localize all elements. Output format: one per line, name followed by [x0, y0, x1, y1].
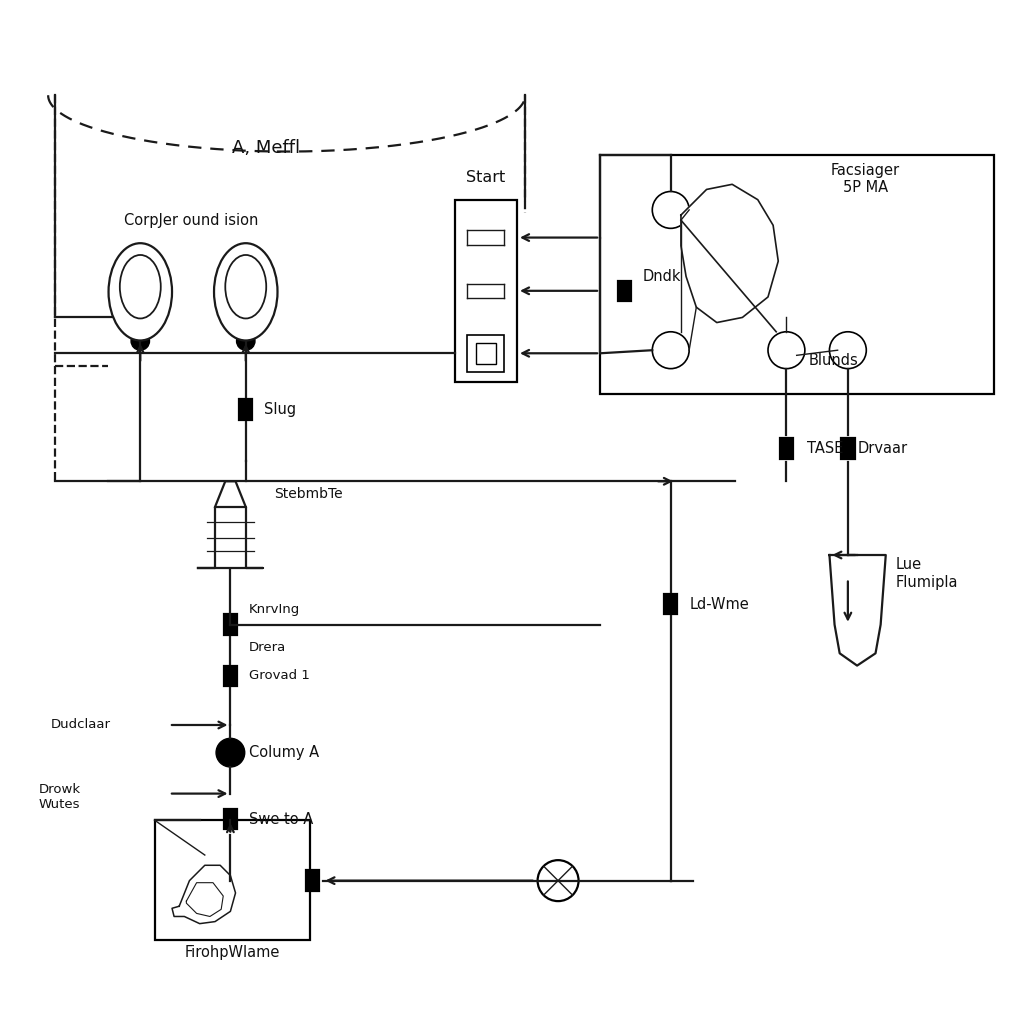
Bar: [842, 438, 855, 459]
Polygon shape: [215, 481, 246, 507]
Polygon shape: [681, 184, 778, 323]
Text: A, Meffl: A, Meffl: [232, 139, 300, 158]
Text: Swe to A: Swe to A: [249, 812, 313, 826]
Circle shape: [652, 191, 689, 228]
Bar: [476, 343, 497, 364]
Text: Blunds: Blunds: [809, 353, 859, 368]
Polygon shape: [198, 507, 263, 568]
Text: StebmbTe: StebmbTe: [274, 486, 343, 501]
Circle shape: [768, 332, 805, 369]
Text: Slug: Slug: [264, 402, 296, 417]
Circle shape: [237, 332, 255, 350]
Bar: [240, 399, 252, 420]
Bar: [224, 809, 238, 829]
Ellipse shape: [225, 255, 266, 318]
Circle shape: [652, 332, 689, 369]
Text: Grovad 1: Grovad 1: [249, 670, 309, 682]
Circle shape: [829, 332, 866, 369]
Circle shape: [131, 332, 150, 350]
Text: Facsiager
5P MA: Facsiager 5P MA: [830, 163, 900, 196]
Polygon shape: [829, 555, 886, 666]
Bar: [224, 614, 238, 635]
Circle shape: [849, 596, 865, 612]
Text: Start: Start: [466, 170, 506, 184]
Ellipse shape: [120, 255, 161, 318]
Ellipse shape: [214, 244, 278, 340]
Text: Drvaar: Drvaar: [858, 441, 908, 456]
Bar: [617, 281, 631, 301]
Text: Ld-Wme: Ld-Wme: [689, 597, 749, 611]
Bar: [455, 200, 517, 382]
Bar: [305, 870, 319, 891]
Bar: [664, 594, 678, 614]
Text: KnrvIng: KnrvIng: [249, 603, 300, 615]
Text: CorpJer ound ision: CorpJer ound ision: [124, 213, 259, 227]
Text: Drera: Drera: [249, 641, 286, 653]
Text: Dndk: Dndk: [643, 269, 682, 284]
Circle shape: [538, 860, 579, 901]
Bar: [600, 155, 994, 394]
Polygon shape: [172, 865, 236, 924]
Bar: [224, 666, 238, 686]
Text: TASE: TASE: [807, 441, 844, 456]
Circle shape: [216, 738, 245, 767]
Text: Drowk
Wutes: Drowk Wutes: [39, 782, 81, 811]
Text: FirohpWlame: FirohpWlame: [184, 945, 281, 959]
Bar: [155, 820, 310, 940]
Bar: [468, 335, 505, 372]
Text: Columy A: Columy A: [249, 745, 318, 760]
Ellipse shape: [109, 244, 172, 340]
Bar: [780, 438, 793, 459]
Text: Dudclaar: Dudclaar: [51, 719, 112, 731]
Text: Lue
Flumipla: Lue Flumipla: [896, 557, 958, 590]
